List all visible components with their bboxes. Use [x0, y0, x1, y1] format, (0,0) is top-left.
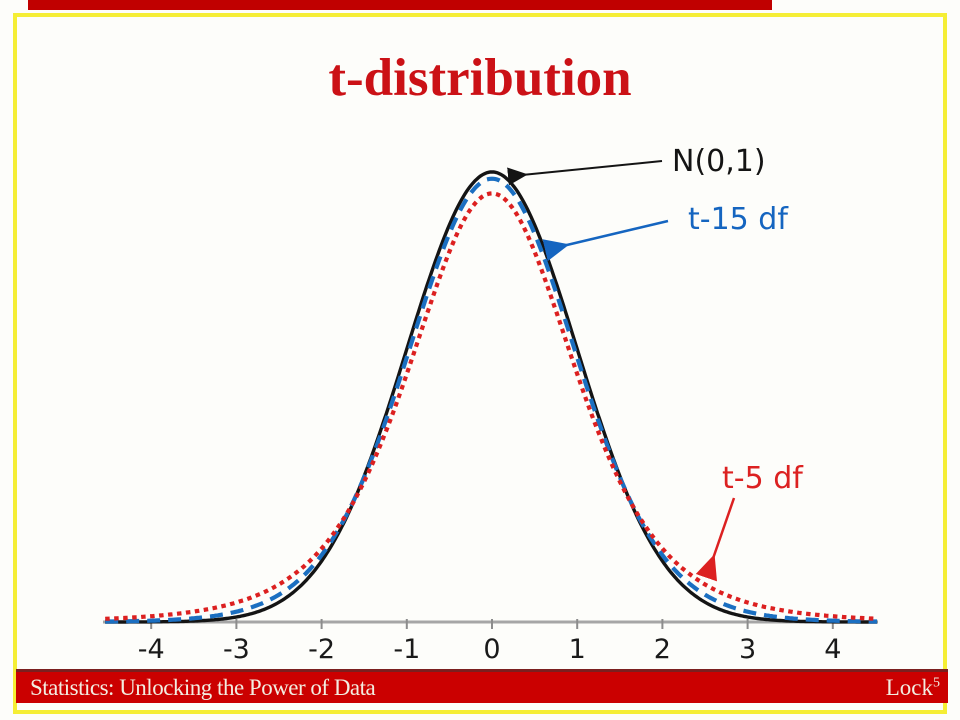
- curve-t5df: [105, 191, 878, 621]
- footer-book-title: Statistics: Unlocking the Power of Data: [30, 674, 376, 700]
- annotation-arrows: [507, 160, 736, 582]
- tick-label: -1: [393, 634, 420, 665]
- tick-label: 3: [739, 634, 756, 665]
- tick-label: 1: [569, 634, 586, 665]
- tick-label: -2: [308, 634, 335, 665]
- distribution-curves: [105, 170, 878, 624]
- page-title: t-distribution: [328, 49, 632, 107]
- curve-label-t5: t-5 df: [722, 461, 803, 496]
- tick-label: 2: [654, 634, 671, 665]
- footer-brand-superscript: 5: [933, 674, 940, 690]
- arrow-to-t5-curve: [695, 497, 736, 582]
- curve-label-normal: N(0,1): [672, 144, 766, 179]
- arrow-to-normal-curve: [507, 160, 663, 186]
- tick-label: -3: [223, 634, 250, 665]
- top-red-bar: [28, 0, 772, 10]
- curve-n01: [105, 170, 878, 624]
- curve-t15df: [105, 176, 878, 624]
- footer-bar: Statistics: Unlocking the Power of Data …: [16, 669, 948, 703]
- tick-label: -4: [138, 634, 165, 665]
- footer-brand: Lock5: [886, 675, 940, 701]
- curve-label-t15: t-15 df: [688, 202, 788, 237]
- x-axis: -4 -3 -2 -1 0 1 2 3 4: [103, 619, 878, 665]
- footer-brand-text: Lock: [885, 674, 933, 700]
- arrow-to-t15-curve: [542, 219, 669, 262]
- tick-label: 0: [483, 634, 500, 665]
- tick-label: 4: [824, 634, 841, 665]
